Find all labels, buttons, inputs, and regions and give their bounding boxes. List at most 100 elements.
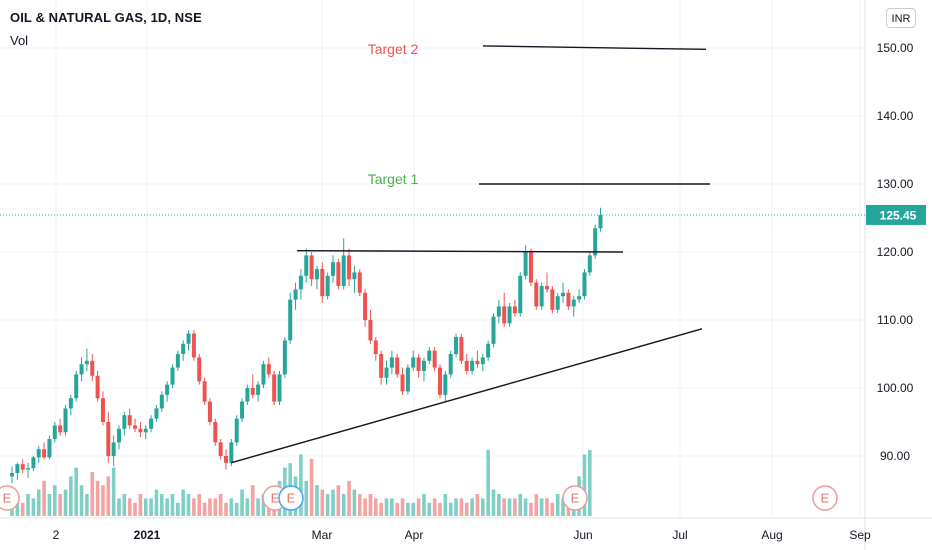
candle: [534, 279, 539, 310]
candle: [58, 418, 63, 436]
volume-bar: [138, 494, 143, 516]
volume-bar: [299, 454, 303, 516]
candle: [197, 354, 202, 385]
volume-bar: [176, 502, 180, 516]
svg-text:E: E: [3, 491, 12, 506]
volume-bar: [127, 498, 132, 516]
candle: [459, 333, 464, 365]
annotation-label[interactable]: Target 1: [368, 171, 419, 187]
candle: [15, 462, 20, 480]
candle: [411, 350, 416, 371]
volume-bar: [256, 498, 260, 516]
candle: [202, 377, 207, 405]
candle: [395, 354, 400, 378]
candle: [138, 422, 143, 437]
candle: [496, 299, 501, 324]
earnings-marker[interactable]: E: [278, 485, 304, 511]
candle: [464, 354, 469, 375]
earnings-marker[interactable]: E: [0, 485, 20, 511]
volume-bar: [475, 494, 480, 516]
candle: [545, 272, 549, 293]
time-tick-label: Apr: [405, 528, 424, 542]
price-tick-label: 100.00: [877, 381, 914, 395]
candle: [36, 445, 41, 463]
candle: [42, 442, 47, 460]
candle: [416, 354, 421, 378]
volume-bar: [20, 502, 25, 516]
volume-bar: [69, 476, 73, 516]
candles: [10, 207, 603, 484]
volume-bar: [202, 502, 207, 516]
currency-button[interactable]: INR: [886, 8, 916, 28]
volume-bar: [341, 494, 346, 516]
annotation-label[interactable]: Target 2: [368, 41, 419, 57]
volume-bar: [539, 498, 544, 516]
candle: [117, 425, 121, 450]
volume-bar: [518, 494, 523, 516]
volume-bar: [486, 450, 490, 516]
candle: [454, 333, 459, 358]
volume-bar: [229, 498, 234, 516]
volume-bar: [454, 498, 458, 516]
volume-bar: [111, 467, 116, 516]
volume-bar: [250, 485, 255, 516]
resistance-line[interactable]: [296, 249, 624, 253]
volume-bar: [379, 502, 383, 516]
volume-bar: [133, 502, 137, 516]
support-trendline[interactable]: [230, 328, 703, 464]
price-axis[interactable]: 150.00 140.00 130.00 120.00 110.00 100.00 90.0…: [866, 41, 926, 463]
volume-bar: [357, 494, 362, 516]
candle: [336, 258, 341, 290]
volume-bar: [374, 498, 378, 516]
candle: [582, 269, 587, 300]
candle: [400, 367, 405, 395]
candle: [293, 282, 298, 310]
candle: [175, 350, 180, 371]
candle: [347, 248, 352, 286]
volume-bar: [224, 502, 228, 516]
volume-bar: [534, 494, 539, 516]
last-price-label: 125.45: [880, 208, 917, 222]
volume-bar: [325, 494, 330, 516]
volume-bar: [79, 485, 84, 516]
candle: [100, 391, 105, 426]
candle: [405, 364, 410, 395]
candle: [207, 398, 212, 426]
earnings-marker[interactable]: E: [562, 485, 588, 511]
candle: [84, 348, 89, 371]
volume-bar: [427, 502, 432, 516]
volume-bar: [149, 498, 153, 516]
candle: [277, 371, 282, 405]
volume-bar: [74, 467, 78, 516]
volume-bar: [304, 480, 309, 516]
candle: [106, 411, 111, 463]
candle: [518, 272, 523, 317]
volume-bar: [208, 498, 212, 516]
volume-bar: [53, 485, 57, 516]
volume-bar: [438, 502, 442, 516]
volume-bar: [491, 489, 496, 516]
volume-bar: [523, 498, 528, 516]
time-tick-label: Mar: [312, 528, 333, 542]
time-tick-label: Aug: [761, 528, 782, 542]
volume-bar: [90, 472, 95, 516]
candle: [379, 350, 384, 385]
earnings-marker[interactable]: E: [812, 485, 838, 511]
candle: [224, 449, 228, 470]
candle: [566, 289, 571, 310]
svg-text:E: E: [571, 491, 580, 506]
candle: [571, 296, 576, 317]
candle: [159, 391, 164, 412]
symbol-title[interactable]: OIL & NATURAL GAS, 1D, NSE: [10, 10, 202, 25]
volume-bar: [561, 498, 565, 516]
time-axis[interactable]: 2 2021 Mar Apr Jun Jul Aug Sep: [53, 528, 871, 542]
time-tick-label: 2021: [134, 528, 161, 542]
volume-bar: [42, 480, 46, 516]
candle: [438, 364, 442, 399]
volume-bar: [497, 494, 501, 516]
volume-indicator-label[interactable]: Vol: [10, 33, 29, 48]
target-2-line[interactable]: [482, 45, 707, 51]
